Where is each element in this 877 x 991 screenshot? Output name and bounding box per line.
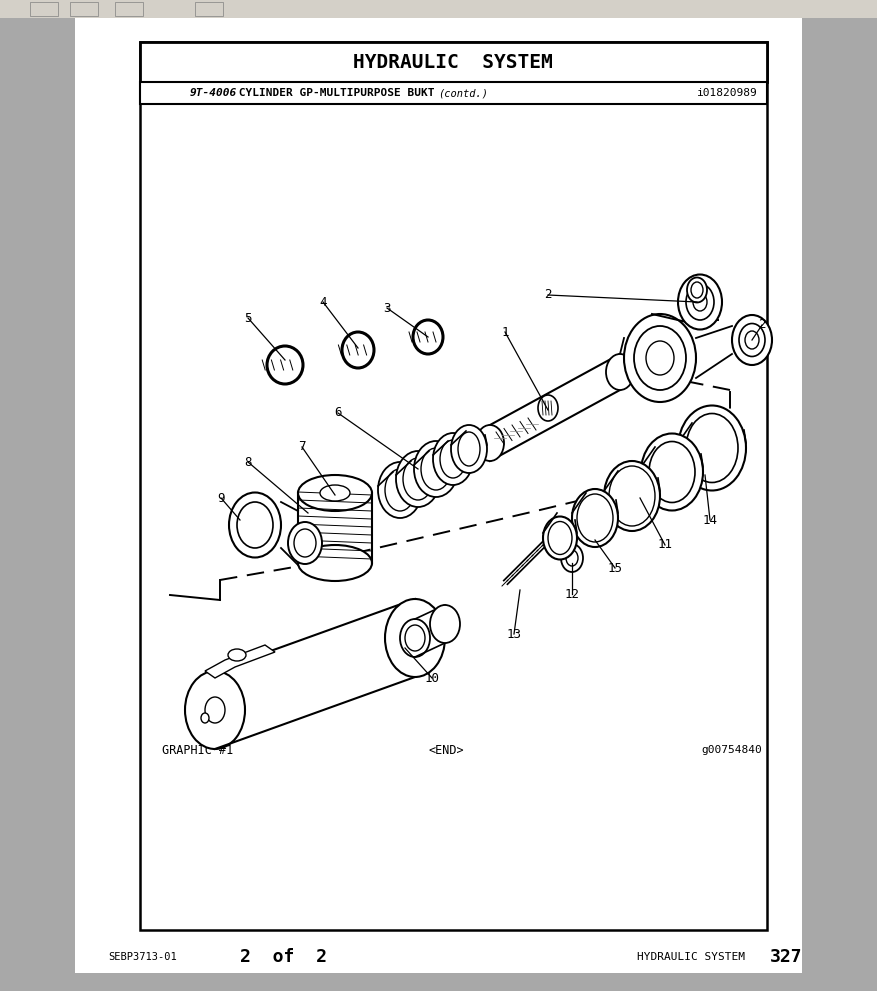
Text: CYLINDER GP-MULTIPURPOSE BUKT: CYLINDER GP-MULTIPURPOSE BUKT xyxy=(232,88,434,98)
Ellipse shape xyxy=(686,413,738,483)
Text: 2: 2 xyxy=(545,288,552,301)
Bar xyxy=(70,2,98,16)
Ellipse shape xyxy=(298,545,372,581)
Ellipse shape xyxy=(606,354,634,390)
Ellipse shape xyxy=(294,529,316,557)
Ellipse shape xyxy=(476,425,504,461)
Text: 11: 11 xyxy=(658,538,673,552)
Ellipse shape xyxy=(609,466,655,526)
Text: g00754840: g00754840 xyxy=(702,745,762,755)
Bar xyxy=(115,2,143,16)
Text: 3: 3 xyxy=(383,301,391,314)
Text: 12: 12 xyxy=(565,588,580,601)
Ellipse shape xyxy=(577,494,613,542)
Ellipse shape xyxy=(396,451,440,507)
Ellipse shape xyxy=(421,448,451,490)
Ellipse shape xyxy=(550,521,570,535)
Ellipse shape xyxy=(624,314,696,402)
Ellipse shape xyxy=(687,277,707,302)
Ellipse shape xyxy=(405,625,425,651)
Ellipse shape xyxy=(538,395,558,421)
Text: 4: 4 xyxy=(319,295,327,308)
Ellipse shape xyxy=(451,425,487,473)
Ellipse shape xyxy=(237,502,273,548)
Text: HYDRAULIC  SYSTEM: HYDRAULIC SYSTEM xyxy=(353,53,553,71)
Bar xyxy=(30,2,58,16)
Bar xyxy=(0,0,877,18)
Text: 9T-4006: 9T-4006 xyxy=(190,88,238,98)
Ellipse shape xyxy=(378,462,422,518)
Text: SEBP3713-01: SEBP3713-01 xyxy=(108,952,177,962)
Text: 1: 1 xyxy=(502,325,509,339)
Ellipse shape xyxy=(185,671,245,749)
Ellipse shape xyxy=(228,649,246,661)
Ellipse shape xyxy=(385,469,415,511)
Bar xyxy=(195,2,223,16)
Bar xyxy=(140,42,767,930)
Text: 14: 14 xyxy=(702,513,717,526)
Ellipse shape xyxy=(430,605,460,643)
Ellipse shape xyxy=(201,713,209,723)
Text: 10: 10 xyxy=(424,672,439,685)
Ellipse shape xyxy=(686,284,714,320)
Ellipse shape xyxy=(433,433,473,485)
Ellipse shape xyxy=(561,544,583,572)
Polygon shape xyxy=(205,645,275,678)
Ellipse shape xyxy=(400,619,430,657)
Ellipse shape xyxy=(385,599,445,677)
Text: i01820989: i01820989 xyxy=(697,88,758,98)
Ellipse shape xyxy=(562,532,572,544)
Text: 15: 15 xyxy=(608,562,623,575)
Ellipse shape xyxy=(458,432,480,466)
Ellipse shape xyxy=(414,441,458,497)
Ellipse shape xyxy=(678,275,722,329)
Ellipse shape xyxy=(641,433,703,510)
Text: <END>: <END> xyxy=(428,743,464,756)
Ellipse shape xyxy=(732,315,772,365)
Bar xyxy=(75,18,802,973)
Text: 7: 7 xyxy=(298,441,306,454)
Ellipse shape xyxy=(413,320,443,354)
Ellipse shape xyxy=(649,442,695,502)
Ellipse shape xyxy=(604,461,660,531)
Bar xyxy=(140,42,767,82)
Ellipse shape xyxy=(543,516,577,560)
Text: 2: 2 xyxy=(759,318,766,332)
Text: GRAPHIC #1: GRAPHIC #1 xyxy=(162,743,233,756)
Ellipse shape xyxy=(288,522,322,564)
Text: 9: 9 xyxy=(217,492,225,504)
Ellipse shape xyxy=(572,489,618,547)
Text: 13: 13 xyxy=(507,627,522,640)
Bar xyxy=(140,82,767,104)
Ellipse shape xyxy=(678,405,746,491)
Ellipse shape xyxy=(267,346,303,384)
Ellipse shape xyxy=(298,475,372,511)
Text: 5: 5 xyxy=(245,311,252,324)
Ellipse shape xyxy=(745,331,759,349)
Ellipse shape xyxy=(440,440,466,478)
Ellipse shape xyxy=(320,485,350,501)
Ellipse shape xyxy=(691,282,703,298)
Text: (contd.): (contd.) xyxy=(438,88,488,98)
Ellipse shape xyxy=(205,697,225,723)
Text: 327: 327 xyxy=(770,948,802,966)
Text: 8: 8 xyxy=(245,456,252,469)
Text: 2  of  2: 2 of 2 xyxy=(239,948,326,966)
Text: 6: 6 xyxy=(334,406,342,419)
Ellipse shape xyxy=(403,458,433,500)
Ellipse shape xyxy=(646,341,674,375)
Ellipse shape xyxy=(693,293,707,311)
Ellipse shape xyxy=(548,521,572,555)
Text: HYDRAULIC SYSTEM: HYDRAULIC SYSTEM xyxy=(637,952,745,962)
Ellipse shape xyxy=(229,493,281,558)
Ellipse shape xyxy=(342,332,374,368)
Ellipse shape xyxy=(566,550,578,566)
Ellipse shape xyxy=(739,323,765,357)
Ellipse shape xyxy=(634,326,686,390)
